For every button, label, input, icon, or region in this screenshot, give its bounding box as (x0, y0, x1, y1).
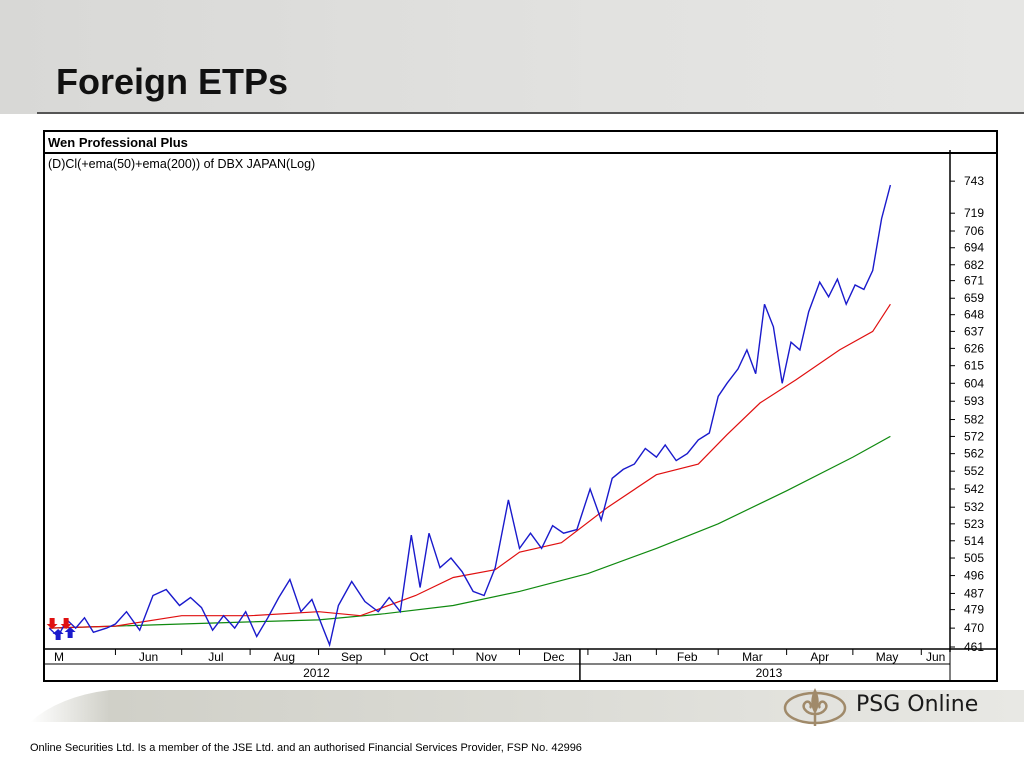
y-tick-label: 532 (964, 500, 984, 514)
y-tick-label: 637 (964, 324, 984, 338)
y-tick-label: 659 (964, 291, 984, 305)
header-band (0, 0, 1024, 114)
y-tick-label: 694 (964, 241, 984, 255)
x-tick-label: Apr (810, 650, 829, 664)
x-tick-label: Jun (139, 650, 158, 664)
y-tick-label: 505 (964, 551, 984, 565)
y-tick-label: 682 (964, 258, 984, 272)
logo-text: PSG Online (856, 692, 979, 717)
sell-marker-icon (46, 617, 58, 629)
y-tick-label: 706 (964, 224, 984, 238)
y-tick-label: 626 (964, 341, 984, 355)
x-tick-label: Jul (208, 650, 223, 664)
y-tick-label: 719 (964, 206, 984, 220)
sell-marker-icon (60, 617, 72, 629)
y-tick-label: 582 (964, 413, 984, 427)
x-tick-label: Jan (612, 650, 631, 664)
y-tick-label: 514 (964, 534, 984, 548)
x-tick-label: Jun (926, 650, 945, 664)
x-tick-label: Nov (476, 650, 497, 664)
x-tick-label: Sep (341, 650, 363, 664)
psg-logo: PSG Online (780, 684, 1010, 730)
x-tick-label: Dec (543, 650, 564, 664)
y-tick-label: 523 (964, 517, 984, 531)
price-chart: 461 470 479 487 496 505 514 523 532 542 552 562 572 5… (45, 150, 996, 680)
series-line-ema200 (49, 435, 891, 629)
y-tick-label: 593 (964, 394, 984, 408)
y-tick-label: 572 (964, 429, 984, 443)
slide-title: Foreign ETPs (56, 61, 289, 102)
x-year-label: 2013 (756, 666, 783, 680)
y-tick-label: 671 (964, 274, 984, 288)
y-tick-label: 470 (964, 621, 984, 635)
y-tick-label: 604 (964, 376, 984, 390)
x-tick-label: Aug (274, 650, 295, 664)
header-rule (37, 112, 1024, 114)
series-line-ema50 (49, 303, 891, 629)
y-tick-label: 743 (964, 174, 984, 188)
chart-window-title: Wen Professional Plus (48, 135, 188, 150)
footer-swoosh (30, 690, 1024, 722)
chart-window-rule (45, 152, 996, 154)
x-tick-label: Feb (677, 650, 698, 664)
fleur-de-lis-icon (783, 688, 847, 726)
y-tick-label: 496 (964, 569, 984, 583)
y-tick-label: 479 (964, 603, 984, 617)
y-tick-label: 552 (964, 464, 984, 478)
y-tick-label: 648 (964, 308, 984, 322)
buy-marker-icon (64, 626, 76, 638)
x-tick-label: Mar (742, 650, 763, 664)
x-year-label: 2012 (303, 666, 330, 680)
chart-subtitle: (D)Cl(+ema(50)+ema(200)) of DBX JAPAN(Lo… (48, 157, 316, 171)
x-tick-label: M (54, 650, 64, 664)
y-tick-label: 562 (964, 447, 984, 461)
x-tick-label: May (876, 650, 899, 664)
chart-frame: Wen Professional Plus (D)Cl(+ema(50)+ema… (43, 130, 998, 682)
y-tick-label: 487 (964, 586, 984, 600)
y-tick-label: 615 (964, 359, 984, 373)
y-tick-label: 461 (964, 640, 984, 654)
y-tick-label: 542 (964, 482, 984, 496)
buy-marker-icon (52, 628, 64, 640)
series-line-price (48, 184, 892, 648)
disclaimer: Online Securities Ltd. Is a member of th… (30, 742, 582, 754)
x-tick-label: Oct (410, 650, 429, 664)
